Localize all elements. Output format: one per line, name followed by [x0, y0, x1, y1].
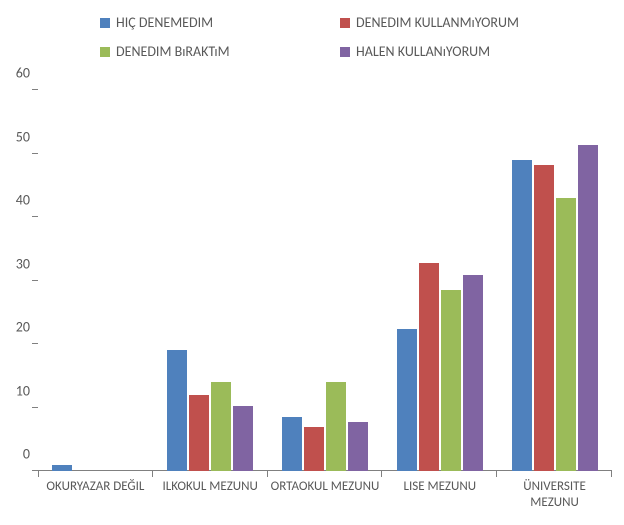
bar-group [268, 90, 383, 471]
y-gridline [38, 89, 612, 90]
y-axis-label: 50 [16, 128, 38, 145]
bar [282, 417, 302, 471]
x-axis-label: OKURYAZAR DEĞIL [38, 475, 153, 525]
legend-item: DENEDIM BıRAKTıM [100, 43, 300, 60]
bar [578, 145, 598, 471]
bar [556, 198, 576, 471]
y-tick [32, 216, 38, 217]
y-axis-label: 30 [16, 255, 38, 272]
legend-item: HALEN KULLANıYORUM [340, 43, 540, 60]
legend: HIÇ DENEMEDIM DENEDIM KULLANMıYORUM DENEDI… [0, 0, 624, 64]
y-axis-label: 20 [16, 319, 38, 336]
y-tick [32, 153, 38, 154]
y-tick [32, 343, 38, 344]
bar [304, 427, 324, 471]
legend-label: DENEDIM KULLANMıYORUM [356, 14, 519, 31]
y-axis-label: 40 [16, 192, 38, 209]
x-axis-labels: OKURYAZAR DEĞILILKOKUL MEZUNUORTAOKUL ME… [38, 475, 612, 525]
y-tick [32, 280, 38, 281]
bar-group [38, 90, 153, 471]
legend-swatch [100, 47, 110, 57]
bar [397, 329, 417, 471]
y-tick [32, 407, 38, 408]
y-axis-label: 60 [16, 65, 38, 82]
x-axis-label: ÜNIVERSITE MEZUNU [497, 475, 612, 525]
y-gridline [38, 343, 612, 344]
bar [211, 382, 231, 471]
x-axis-label: ILKOKUL MEZUNU [153, 475, 268, 525]
legend-label: HIÇ DENEMEDIM [116, 14, 213, 31]
bar-group [497, 90, 612, 471]
bar [441, 290, 461, 471]
y-gridline [38, 153, 612, 154]
bar-group [153, 90, 268, 471]
bar [534, 165, 554, 471]
y-axis-label: 10 [16, 382, 38, 399]
legend-item: DENEDIM KULLANMıYORUM [340, 14, 540, 31]
x-axis-label: LISE MEZUNU [382, 475, 497, 525]
legend-swatch [100, 18, 110, 28]
y-tick [32, 470, 38, 471]
legend-label: HALEN KULLANıYORUM [356, 43, 490, 60]
bar [326, 382, 346, 471]
bar-chart: HIÇ DENEMEDIM DENEDIM KULLANMıYORUM DENEDI… [0, 0, 624, 525]
plot-area: 0102030405060 [38, 90, 612, 471]
legend-swatch [340, 18, 350, 28]
y-tick [32, 89, 38, 90]
bar [167, 350, 187, 471]
y-axis-label: 0 [23, 446, 38, 463]
legend-item: HIÇ DENEMEDIM [100, 14, 300, 31]
y-gridline [38, 216, 612, 217]
y-gridline [38, 280, 612, 281]
bar [512, 160, 532, 471]
y-gridline [38, 470, 612, 471]
legend-swatch [340, 47, 350, 57]
bar-group [382, 90, 497, 471]
x-axis-label: ORTAOKUL MEZUNU [268, 475, 383, 525]
bar [233, 406, 253, 471]
bar [348, 422, 368, 471]
legend-label: DENEDIM BıRAKTıM [116, 43, 230, 60]
bar [419, 263, 439, 471]
bar-groups [38, 90, 612, 471]
y-gridline [38, 407, 612, 408]
bar [463, 275, 483, 471]
